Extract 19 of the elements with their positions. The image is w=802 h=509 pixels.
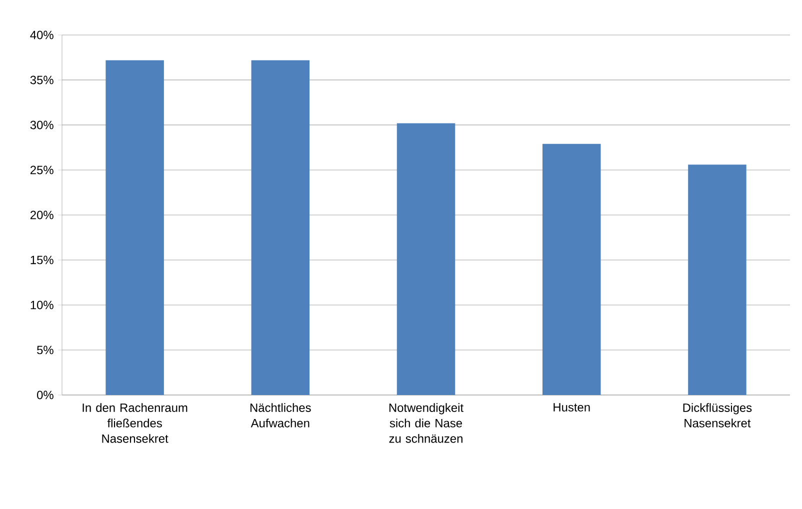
y-tick-label: 30% bbox=[30, 120, 54, 130]
x-tick-label: Dickflüssiges Nasensekret bbox=[683, 403, 752, 428]
y-tick-label: 10% bbox=[30, 300, 54, 310]
bar bbox=[688, 164, 746, 395]
x-tick-label: In den Rachenraum fließendes Nasensekret bbox=[82, 403, 188, 443]
bar bbox=[542, 144, 601, 395]
x-tick-label: Husten bbox=[554, 403, 590, 412]
y-tick-label: 40% bbox=[30, 30, 54, 40]
bar bbox=[106, 60, 164, 395]
bar bbox=[251, 60, 310, 395]
y-tick-label: 15% bbox=[30, 256, 54, 264]
x-tick-label: Notwendigkeit sich die Nase zu schnäuzen bbox=[389, 403, 464, 443]
bar bbox=[396, 123, 456, 395]
y-tick-label: 25% bbox=[30, 166, 54, 174]
y-tick-label: 5% bbox=[37, 346, 54, 354]
x-tick-label: Nächtliches Aufwachen bbox=[250, 403, 311, 428]
y-tick-label: 35% bbox=[30, 76, 54, 84]
y-tick-label: 20% bbox=[30, 210, 54, 220]
y-tick-label: 0% bbox=[37, 390, 54, 400]
